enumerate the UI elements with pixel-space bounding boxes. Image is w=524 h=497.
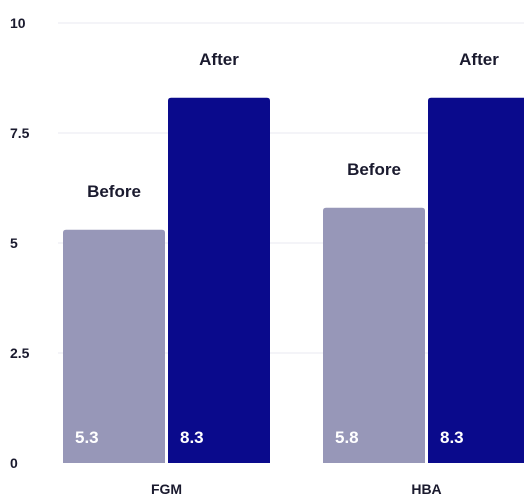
y-tick-label: 7.5 bbox=[10, 125, 30, 141]
bar-before-hba bbox=[323, 207, 425, 463]
series-label-after: After bbox=[459, 50, 499, 69]
y-axis-ticks: 0 2.5 5 7.5 10 bbox=[10, 15, 30, 471]
x-axis-categories: FGM HBA bbox=[151, 481, 442, 497]
series-label-after: After bbox=[199, 50, 239, 69]
y-tick-label: 0 bbox=[10, 455, 18, 471]
bar-after-fgm bbox=[168, 97, 270, 464]
data-label: 5.3 bbox=[75, 428, 99, 447]
data-label: 8.3 bbox=[440, 428, 464, 447]
data-label: 5.8 bbox=[335, 428, 359, 447]
data-label: 8.3 bbox=[180, 428, 204, 447]
y-tick-label: 5 bbox=[10, 235, 18, 251]
bars: 5.3 Before 8.3 After 5.8 Before 8.3 After bbox=[63, 50, 524, 464]
y-tick-label: 10 bbox=[10, 15, 26, 31]
y-tick-label: 2.5 bbox=[10, 345, 30, 361]
category-label-fgm: FGM bbox=[151, 481, 182, 497]
category-label-hba: HBA bbox=[411, 481, 441, 497]
series-label-before: Before bbox=[87, 182, 141, 201]
bar-after-hba bbox=[428, 97, 524, 463]
bar-before-fgm bbox=[63, 229, 165, 463]
series-label-before: Before bbox=[347, 160, 401, 179]
